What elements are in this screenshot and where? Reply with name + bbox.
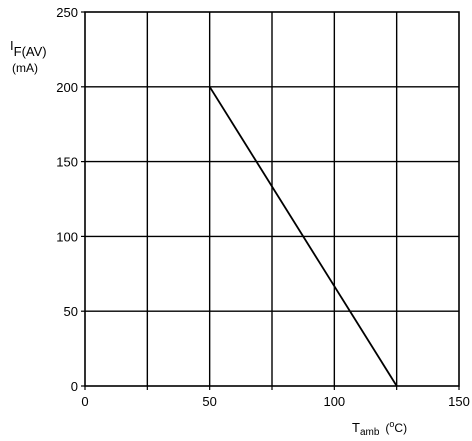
series-layer: [208, 86, 398, 387]
x-tick-label: 100: [323, 394, 345, 409]
x-axis-label-main: T: [352, 420, 360, 435]
grid: [85, 12, 459, 386]
y-tick-label: 50: [64, 304, 78, 319]
y-axis-label-main: I: [10, 38, 14, 53]
x-axis-unit-degree: o: [389, 419, 394, 429]
y-axis-label-subscript: F(AV): [14, 44, 47, 59]
y-tick-label: 250: [56, 5, 78, 20]
x-axis-unit-open: (: [385, 421, 389, 435]
y-tick-label: 200: [56, 80, 78, 95]
x-axis-unit-rest: C): [394, 421, 407, 435]
tick-labels: 0 50 100 150 200 250 0 50 100 150: [56, 5, 470, 409]
y-tick-label: 0: [71, 379, 78, 394]
y-axis-unit: (mA): [12, 61, 38, 75]
x-tick-label: 50: [202, 394, 216, 409]
y-axis-label: IF(AV): [10, 38, 47, 59]
x-tick-label: 150: [448, 394, 470, 409]
x-axis-label: Tamb (oC): [352, 419, 407, 438]
y-tick-label: 150: [56, 155, 78, 170]
series-line-0: [208, 86, 398, 387]
x-axis-label-subscript: amb: [360, 427, 380, 438]
x-tick-label: 0: [81, 394, 88, 409]
y-tick-label: 100: [56, 229, 78, 244]
plot-frame: [81, 11, 460, 390]
